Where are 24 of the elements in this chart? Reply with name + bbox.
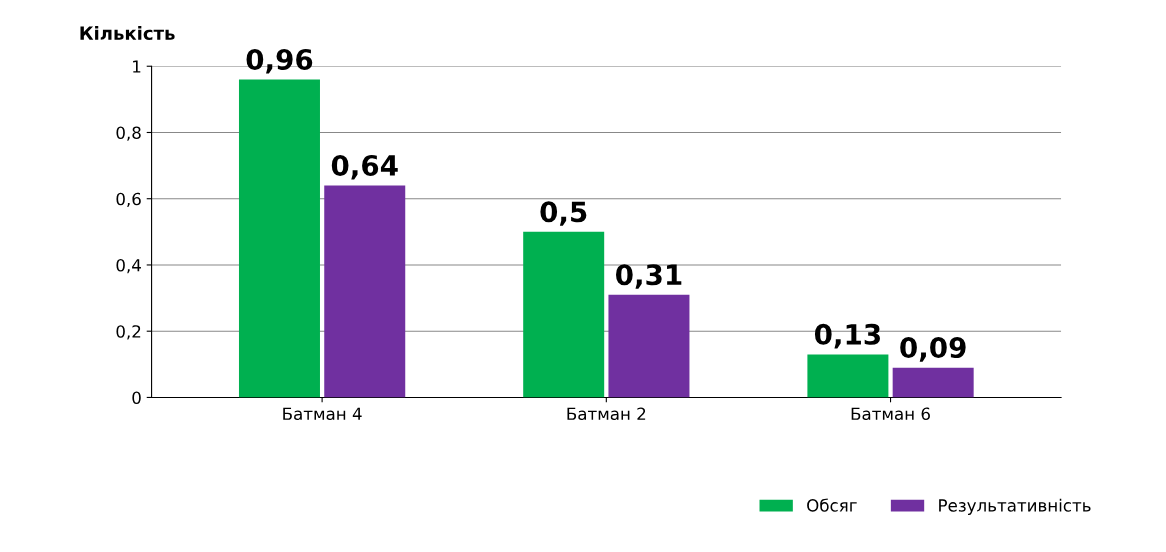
y-tick-label: 0,6 [116, 192, 141, 207]
data-label: 0,31 [616, 264, 682, 289]
data-label: 0,96 [246, 48, 313, 74]
y-axis-title: Кількість [80, 26, 175, 40]
data-label: 0,09 [900, 337, 966, 362]
bar [523, 231, 605, 398]
y-tick-label: 0 [132, 391, 141, 405]
bar [324, 185, 406, 398]
bar [807, 354, 889, 398]
bar [892, 367, 974, 398]
data-label: 0,64 [331, 154, 398, 180]
bar [238, 79, 320, 398]
x-tick-label: Батман 6 [851, 407, 930, 421]
x-tick-label: Батман 2 [567, 407, 646, 421]
data-label: 0,5 [540, 201, 587, 226]
legend-label: Результативність [939, 498, 1091, 515]
x-tick-label: Батман 4 [283, 407, 362, 421]
bar [608, 294, 690, 398]
y-tick-label: 0,2 [116, 325, 141, 340]
data-label: 0,13 [814, 323, 880, 349]
y-tick-label: 0,4 [116, 258, 141, 274]
legend-label: Обсяг [807, 498, 857, 512]
y-tick-label: 1 [133, 60, 141, 73]
y-tick-label: 0,8 [116, 126, 141, 141]
